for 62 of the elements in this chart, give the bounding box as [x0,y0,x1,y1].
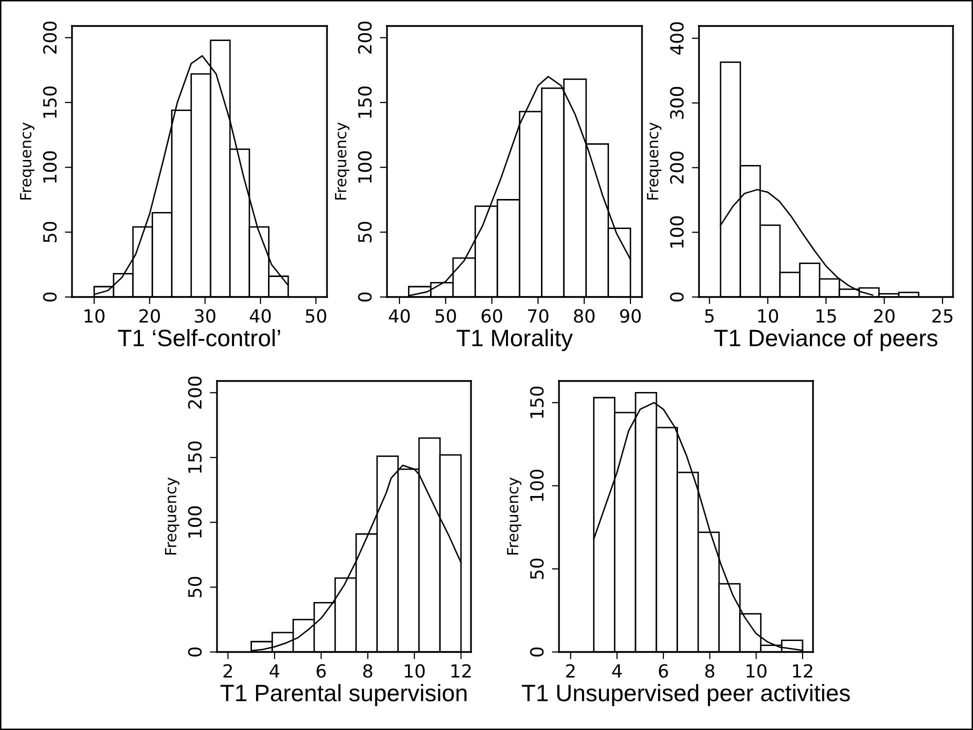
x-tick-label: 90 [620,309,641,323]
y-tick-label: 400 [670,22,684,55]
y-tick-label: 200 [43,22,57,54]
x-tick-label: 30 [194,309,216,323]
y-tick-label: 150 [188,441,202,473]
x-tick-label: 10 [758,309,778,323]
y-tick-label: 200 [670,152,684,184]
x-axis-title: T1 Parental supervision [220,684,466,706]
y-tick-label: 200 [358,22,372,54]
x-tick-label: 10 [84,309,104,323]
y-tick-label: 0 [530,647,544,657]
x-tick-label: 6 [316,664,326,678]
x-tick-label: 25 [932,309,952,323]
y-tick-label: 100 [43,151,57,183]
x-axis-title: T1 Unsupervised peer activities [522,684,850,706]
x-tick-label: 20 [874,309,895,323]
y-axis-title: Frequency [335,122,350,200]
x-tick-label: 5 [705,309,714,323]
x-tick-label: 80 [574,309,595,323]
y-axis-title: Frequency [20,122,34,200]
y-tick-label: 50 [43,222,57,242]
x-tick-label: 4 [612,664,622,678]
x-tick-label: 50 [436,309,456,323]
y-tick-label: 100 [530,470,544,501]
y-tick-label: 100 [670,216,684,248]
y-tick-label: 150 [358,86,372,118]
y-tick-label: 0 [188,647,202,657]
x-tick-label: 8 [363,664,372,678]
x-tick-label: 4 [270,664,280,678]
x-tick-label: 10 [746,664,766,678]
x-tick-label: 12 [793,664,812,678]
x-axis-title: T1 Morality [456,329,573,352]
y-tick-label: 100 [188,506,202,538]
y-tick-label: 200 [188,376,202,409]
x-tick-label: 15 [816,309,836,323]
y-tick-label: 50 [188,576,202,598]
y-axis-title: Frequency [647,122,662,200]
y-tick-label: 150 [530,386,544,418]
y-axis-title: Frequency [507,477,522,554]
y-tick-label: 0 [358,292,372,302]
x-axis-title: T1 Deviance of peers [714,329,938,352]
y-tick-label: 50 [358,222,372,242]
y-tick-label: 50 [530,558,544,579]
y-tick-label: 150 [43,86,57,118]
x-tick-label: 50 [306,309,326,323]
x-tick-label: 12 [451,664,471,678]
y-tick-label: 100 [358,151,372,183]
x-tick-label: 10 [404,664,425,678]
x-tick-label: 40 [388,309,410,323]
x-tick-label: 70 [528,309,548,323]
y-tick-label: 300 [670,86,684,119]
y-tick-label: 0 [670,292,684,302]
x-tick-label: 2 [566,664,575,678]
y-axis-title: Frequency [165,477,180,554]
x-tick-label: 8 [705,664,714,678]
x-tick-label: 60 [482,309,502,323]
y-tick-label: 0 [43,292,57,302]
x-tick-label: 40 [250,309,271,323]
x-tick-label: 6 [658,664,668,678]
x-tick-label: 20 [139,309,160,323]
x-tick-label: 2 [224,664,232,678]
x-axis-title: T1 ‘Self-control’ [118,329,280,346]
